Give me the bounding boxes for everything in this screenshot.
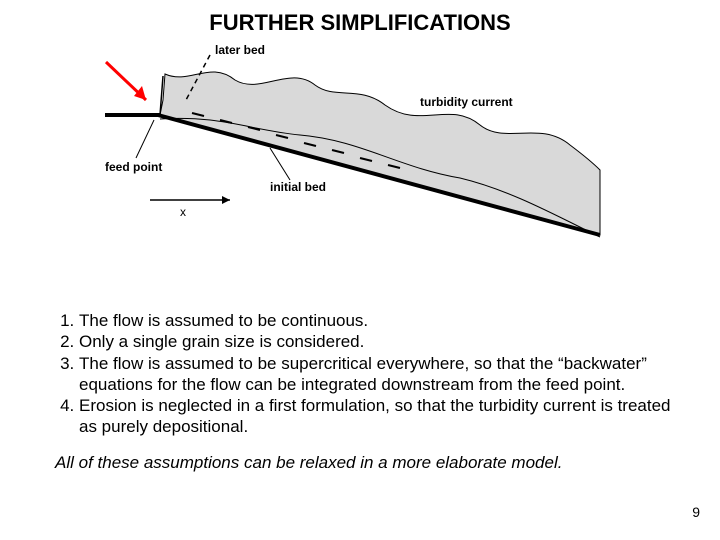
list-item: Only a single grain size is considered. xyxy=(79,331,675,352)
simplifications-list: The flow is assumed to be continuous. On… xyxy=(55,310,675,438)
label-later-bed: later bed xyxy=(215,43,265,57)
feed-arrow-head xyxy=(134,86,146,100)
body-text: The flow is assumed to be continuous. On… xyxy=(55,310,675,473)
water-body xyxy=(160,72,600,235)
feed-point-pointer xyxy=(136,120,154,158)
label-feed-point: feed point xyxy=(105,160,162,174)
closing-remark: All of these assumptions can be relaxed … xyxy=(55,452,675,473)
label-initial-bed: initial bed xyxy=(270,180,326,194)
x-axis-arrowhead xyxy=(222,196,230,204)
diagram-svg xyxy=(100,40,620,270)
page-title: FURTHER SIMPLIFICATIONS xyxy=(0,10,720,36)
list-item: The flow is assumed to be continuous. xyxy=(79,310,675,331)
label-x-axis: x xyxy=(180,205,186,219)
list-item: Erosion is neglected in a first formulat… xyxy=(79,395,675,438)
list-item: The flow is assumed to be supercritical … xyxy=(79,353,675,396)
turbidity-diagram: later bed turbidity current feed point i… xyxy=(100,40,620,270)
label-turbidity-current: turbidity current xyxy=(420,95,513,109)
page-number: 9 xyxy=(692,504,700,520)
slide: FURTHER SIMPLIFICATIONS xyxy=(0,0,720,540)
